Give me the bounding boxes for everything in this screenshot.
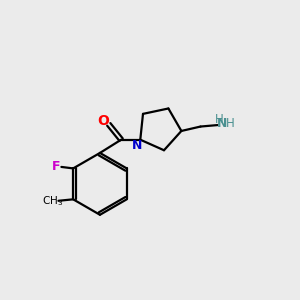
Text: O: O	[97, 114, 109, 128]
Text: H: H	[215, 113, 224, 126]
Text: CH$_3$: CH$_3$	[42, 194, 63, 208]
Text: N: N	[132, 139, 142, 152]
Text: N: N	[217, 117, 227, 130]
Text: F: F	[52, 160, 61, 173]
Text: H: H	[226, 117, 234, 130]
